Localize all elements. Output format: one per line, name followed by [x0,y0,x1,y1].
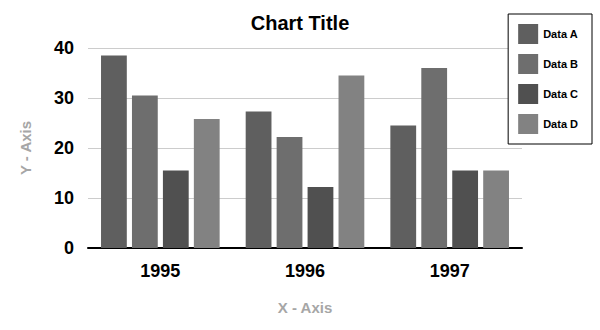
svg-text:0: 0 [64,238,74,258]
svg-text:10: 10 [54,188,74,208]
svg-text:1995: 1995 [140,261,180,281]
svg-text:30: 30 [54,88,74,108]
svg-text:40: 40 [54,38,74,58]
svg-text:Data B: Data B [543,58,578,70]
svg-text:X - Axis: X - Axis [278,299,332,316]
svg-text:1997: 1997 [430,261,470,281]
svg-text:Chart Title: Chart Title [251,12,350,34]
svg-text:Data D: Data D [543,118,578,130]
svg-text:Y - Axis: Y - Axis [17,121,34,175]
svg-text:1996: 1996 [285,261,325,281]
svg-text:20: 20 [54,138,74,158]
svg-text:Data A: Data A [543,28,577,40]
svg-text:Data C: Data C [543,88,578,100]
